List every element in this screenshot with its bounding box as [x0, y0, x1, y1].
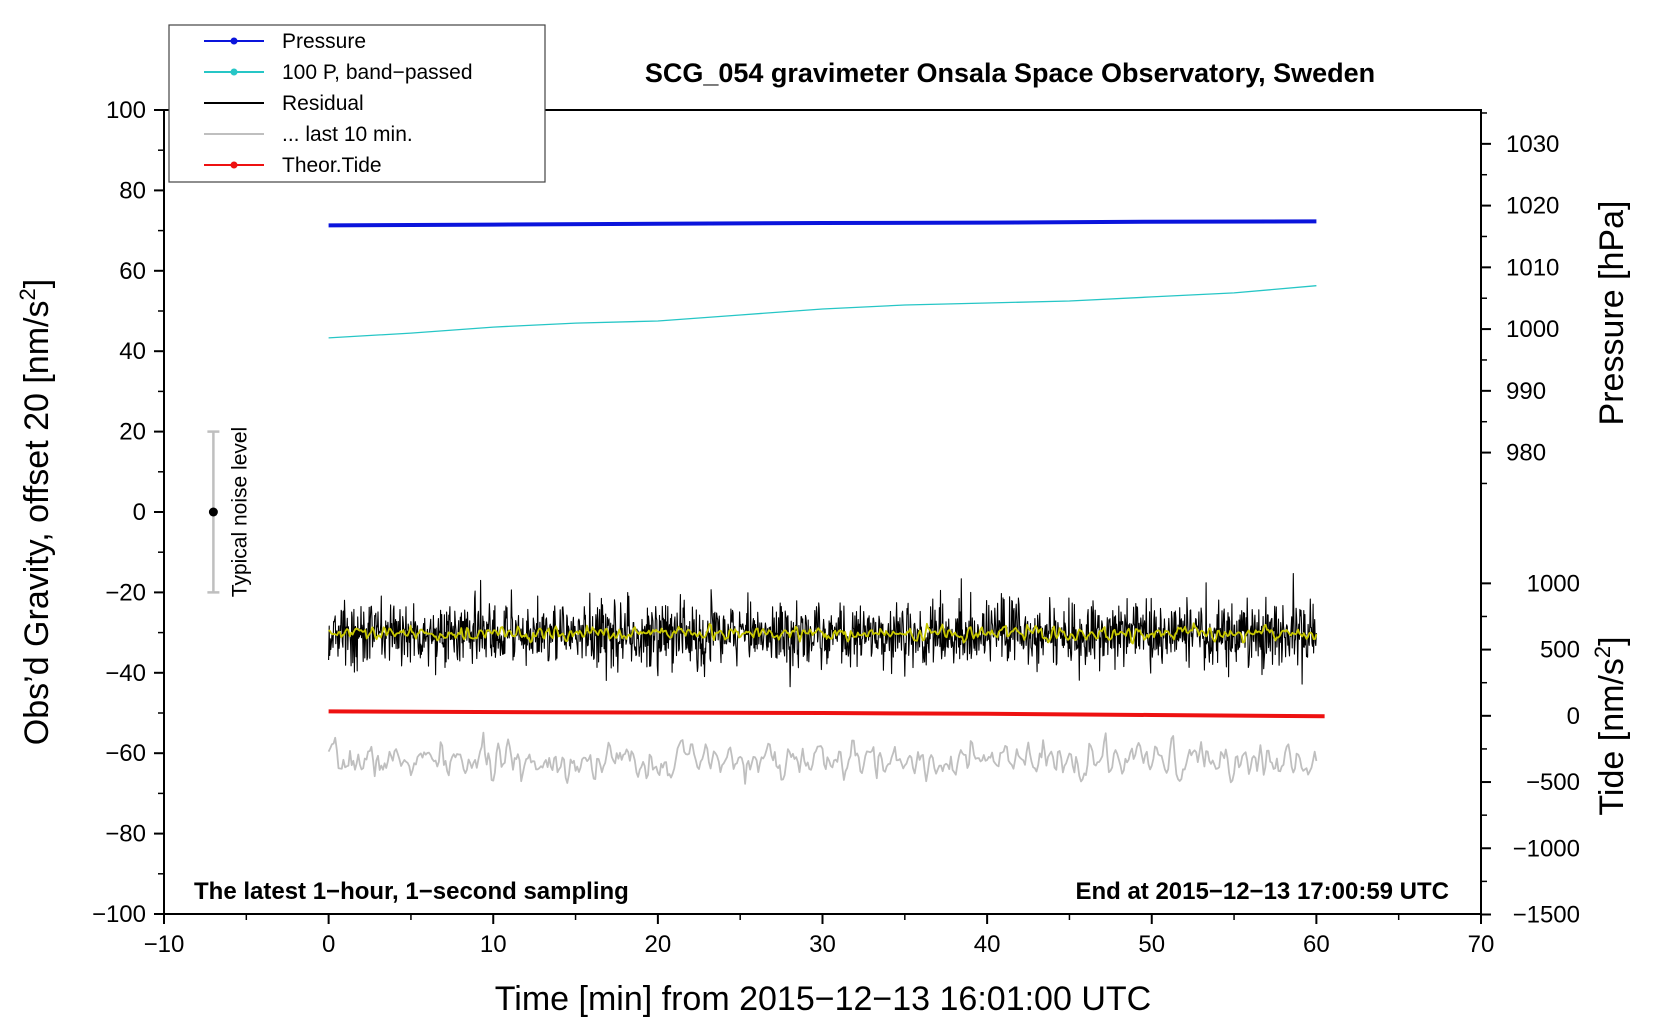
annotation-right: End at 2015−12−13 17:00:59 UTC	[1075, 878, 1449, 905]
pressure-tick-label-3: 1010	[1506, 254, 1559, 281]
y-tick-label-1: −80	[105, 821, 146, 848]
y-axis-label-left-main: Obs’d Gravity, offset 20 [nm/s	[18, 301, 56, 746]
legend-label-4: Theor.Tide	[282, 154, 382, 177]
noise-bar-group: Typical noise level	[207, 427, 251, 597]
tide-axis-ticks: −1500 −1000 −500 0 500 1000	[1481, 570, 1580, 929]
x-tick-label-5: 40	[974, 931, 1001, 958]
series-smoothed-yellow	[328, 622, 1318, 645]
legend-label-2: Residual	[282, 92, 364, 115]
pressure-tick-label-4: 1020	[1506, 193, 1559, 220]
y-axis-label-left: Obs’d Gravity, offset 20 [nm/s2]	[15, 279, 56, 745]
pressure-tick-label-1: 990	[1506, 378, 1546, 405]
x-axis-label: Time [min] from 2015−12−13 16:01:00 UTC	[495, 980, 1151, 1018]
series-pressure	[328, 219, 1317, 228]
pressure-tick-label-5: 1030	[1506, 131, 1559, 158]
y-axis-label-left-end: ]	[18, 279, 56, 288]
x-tick-label-1: 0	[322, 931, 335, 958]
x-tick-label-4: 30	[809, 931, 836, 958]
legend-marker-4	[230, 161, 238, 169]
series-pressure-bandpassed	[328, 285, 1317, 339]
x-axis-ticks: −10 0 10 20 30 40 50 60 70	[144, 914, 1495, 958]
x-tick-label-0: −10	[144, 931, 185, 958]
x-tick-label-6: 50	[1138, 931, 1165, 958]
x-tick-label-7: 60	[1303, 931, 1330, 958]
tide-tick-label-3: 0	[1567, 703, 1580, 730]
tide-tick-label-2: −500	[1526, 769, 1580, 796]
tide-tick-label-5: 1000	[1527, 570, 1580, 597]
pressure-tick-label-2: 1000	[1506, 316, 1559, 343]
y-axis-ticks: −100 −80 −60 −40 −20 0 20 40 60 80 100	[92, 97, 164, 928]
pressure-tick-label-0: 980	[1506, 440, 1546, 467]
pressure-axis-ticks: 980 990 1000 1010 1020 1030	[1480, 110, 1559, 485]
noise-bar-dot	[208, 507, 218, 517]
y-tick-label-3: −40	[105, 660, 146, 687]
tide-tick-label-1: −1000	[1513, 835, 1580, 862]
legend-label-0: Pressure	[282, 30, 366, 53]
series-theor-tide	[328, 709, 1325, 719]
y-tick-label-5: 0	[133, 499, 146, 526]
legend-label-1: 100 P, band−passed	[282, 61, 473, 84]
noise-bar-label: Typical noise level	[228, 427, 251, 597]
series-residual	[328, 572, 1317, 688]
y-tick-label-7: 40	[119, 338, 146, 365]
x-tick-label-3: 20	[645, 931, 672, 958]
x-tick-label-8: 70	[1468, 931, 1495, 958]
y-tick-label-10: 100	[106, 97, 146, 124]
series-last-10-min	[327, 731, 1318, 785]
legend: Pressure 100 P, band−passed Residual ... la…	[168, 24, 546, 183]
tide-axis-label-sup: 2	[1590, 646, 1615, 658]
tide-axis-label-end: ]	[1593, 636, 1631, 645]
tide-axis-label: Tide [nm/s2]	[1590, 636, 1631, 815]
legend-marker-1	[230, 68, 238, 76]
y-tick-label-0: −100	[92, 901, 146, 928]
y-tick-label-8: 60	[119, 258, 146, 285]
tide-tick-label-4: 500	[1540, 637, 1580, 664]
x-tick-label-2: 10	[480, 931, 507, 958]
legend-marker-0	[230, 37, 238, 45]
plot-frame	[163, 109, 1482, 915]
y-tick-label-9: 80	[119, 177, 146, 204]
tide-tick-label-0: −1500	[1513, 902, 1580, 929]
legend-entries: Pressure 100 P, band−passed Residual ... la…	[204, 30, 473, 177]
series-group	[327, 219, 1325, 785]
pressure-axis-label: Pressure [hPa]	[1593, 201, 1631, 426]
y-tick-label-6: 20	[119, 419, 146, 446]
y-axis-label-left-sup: 2	[15, 288, 40, 300]
y-tick-label-4: −20	[105, 579, 146, 606]
tide-axis-label-main: Tide [nm/s	[1593, 658, 1631, 815]
legend-label-3: ... last 10 min.	[282, 123, 413, 146]
legend-box	[168, 24, 546, 183]
y-tick-label-2: −60	[105, 740, 146, 767]
chart-title: SCG_054 gravimeter Onsala Space Observat…	[645, 58, 1375, 88]
annotation-left: The latest 1−hour, 1−second sampling	[194, 878, 629, 905]
